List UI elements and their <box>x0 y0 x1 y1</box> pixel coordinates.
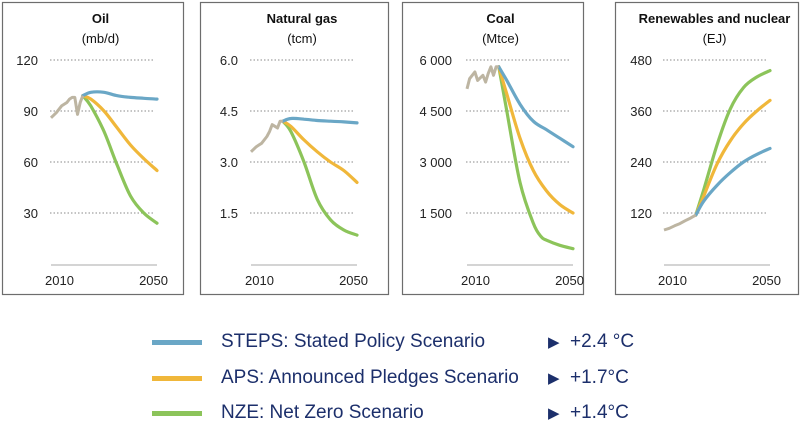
y-tick-label: 4 500 <box>419 104 452 119</box>
series-line-aps <box>694 98 772 217</box>
series-line-aps <box>281 119 359 184</box>
y-tick-label: 90 <box>24 104 38 119</box>
panel-frame <box>1 1 185 296</box>
panel-natural-gas: Natural gas (tcm) 1.5 3.0 4.5 6.0 2010 2050 <box>199 1 390 296</box>
panel-unit: (mb/d) <box>82 31 120 46</box>
y-tick-label: 60 <box>24 155 38 170</box>
panel-coal: Coal (Mtce) 1 500 3 000 4 500 6 000 2010 2050 <box>401 1 585 296</box>
panel-title: Oil <box>92 11 109 26</box>
series-line-steps <box>497 65 575 149</box>
series-line-nze <box>694 69 772 217</box>
panel-oil: Oil (mb/d) 30 60 90 120 2010 2050 <box>1 1 185 296</box>
x-tick-label: 2050 <box>339 273 368 288</box>
y-tick-label: 4.5 <box>220 104 238 119</box>
series-line-nze <box>81 94 159 225</box>
series-line-history <box>249 119 283 153</box>
series-line-history <box>465 65 499 90</box>
x-tick-label: 2010 <box>658 273 687 288</box>
y-tick-label: 120 <box>16 53 38 68</box>
panel-title: Renewables and nuclear <box>639 11 791 26</box>
x-tick-label: 2050 <box>752 273 781 288</box>
y-tick-label: 360 <box>630 104 652 119</box>
y-tick-label: 1.5 <box>220 206 238 221</box>
y-tick-label: 30 <box>24 206 38 221</box>
series-line-history <box>663 213 697 232</box>
panel-frame <box>199 1 390 296</box>
panel-title: Natural gas <box>267 11 338 26</box>
y-tick-label: 3 000 <box>419 155 452 170</box>
series-line-steps <box>281 116 359 125</box>
y-tick-label: 3.0 <box>220 155 238 170</box>
x-tick-label: 2050 <box>555 273 584 288</box>
series-line-nze <box>497 65 575 251</box>
y-tick-label: 240 <box>630 155 652 170</box>
y-tick-label: 6.0 <box>220 53 238 68</box>
x-tick-label: 2010 <box>45 273 74 288</box>
x-tick-label: 2010 <box>245 273 274 288</box>
series-line-steps <box>81 90 159 101</box>
x-tick-label: 2010 <box>461 273 490 288</box>
series-line-aps <box>81 94 159 173</box>
series-line-steps <box>694 146 772 217</box>
panel-unit: (tcm) <box>287 31 317 46</box>
y-tick-label: 480 <box>630 53 652 68</box>
series-line-nze <box>281 119 359 237</box>
panel-unit: (EJ) <box>703 31 727 46</box>
y-tick-label: 120 <box>630 206 652 221</box>
panel-renewables-and-nuclear: Renewables and nuclear (EJ) 120 240 360 480 20… <box>614 1 800 296</box>
x-tick-label: 2050 <box>139 273 168 288</box>
series-line-history <box>49 95 85 119</box>
panel-unit: (Mtce) <box>482 31 519 46</box>
y-tick-label: 6 000 <box>419 53 452 68</box>
panel-title: Coal <box>486 11 514 26</box>
panel-frame <box>401 1 585 296</box>
series-line-aps <box>497 65 575 215</box>
y-tick-label: 1 500 <box>419 206 452 221</box>
